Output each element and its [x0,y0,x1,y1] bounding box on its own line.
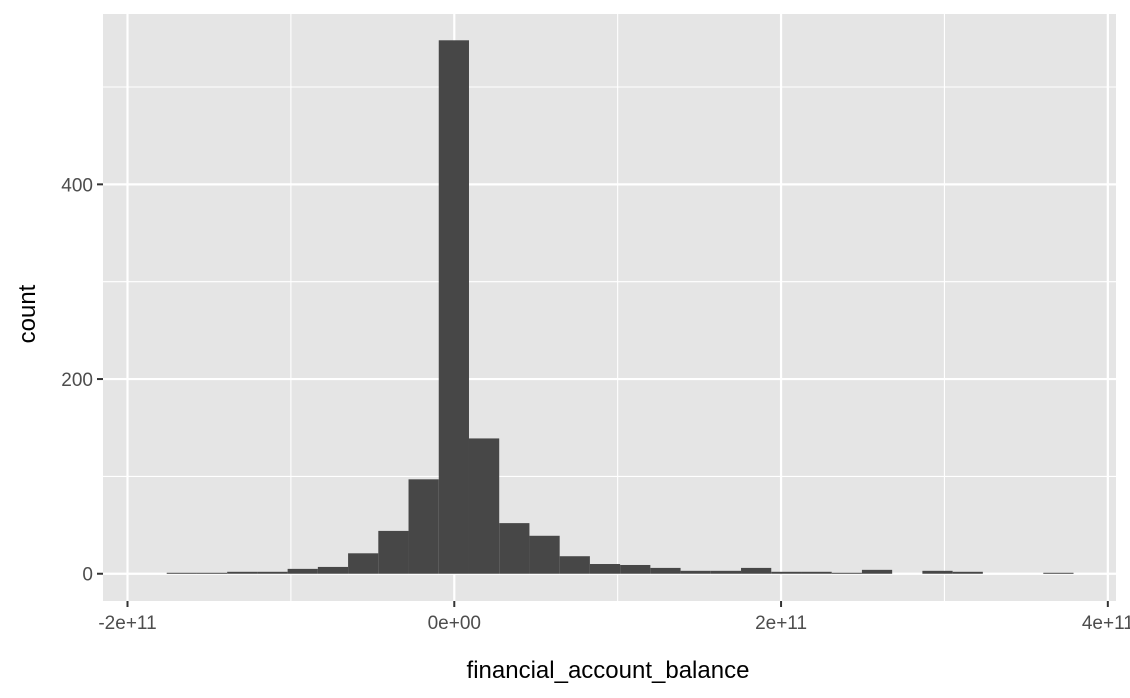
x-tick-label: -2e+11 [98,613,156,634]
histogram-bar [378,530,409,574]
histogram-bar [468,438,500,574]
histogram-bar [861,569,893,574]
histogram-bar [771,571,802,574]
histogram-bar [227,571,258,574]
x-tick-label: 2e+11 [755,613,807,634]
histogram-bar [710,570,742,574]
histogram-bar [287,568,318,574]
histogram-bar [317,566,349,574]
plot-panel [103,14,1116,601]
histogram-bar [801,571,832,574]
x-tick-label: 4e+11 [1082,613,1130,634]
histogram-bar [408,479,439,574]
histogram-bar [952,571,983,574]
minor-gridlines [103,14,1116,601]
histogram-bar [348,553,379,574]
y-axis-title: count [14,284,41,343]
histogram-bar [680,570,711,574]
histogram-bar [831,572,862,574]
x-tick-label: 0e+00 [428,613,481,634]
histogram-bar [922,570,953,574]
histogram-bar [257,571,288,574]
histogram-bar [438,40,469,574]
histogram-bar [166,572,197,574]
histogram-bar [620,564,651,574]
histogram-bar [559,556,590,574]
histogram-bar [741,567,772,574]
histogram-bar [529,535,560,574]
y-tick-label: 0 [82,565,93,586]
histogram-bar [589,564,621,574]
x-axis: -2e+11 0e+00 2e+11 4e+11 [98,601,1130,634]
histogram-bar [650,567,681,574]
x-axis-title: financial_account_balance [467,657,750,684]
histogram-bars [166,40,1074,574]
y-tick-label: 200 [61,370,93,391]
y-tick-label: 400 [61,175,93,196]
histogram-bar [1043,572,1074,574]
y-axis: 0 200 400 [61,175,103,586]
histogram-bar [499,523,530,574]
histogram-bar [196,572,228,574]
